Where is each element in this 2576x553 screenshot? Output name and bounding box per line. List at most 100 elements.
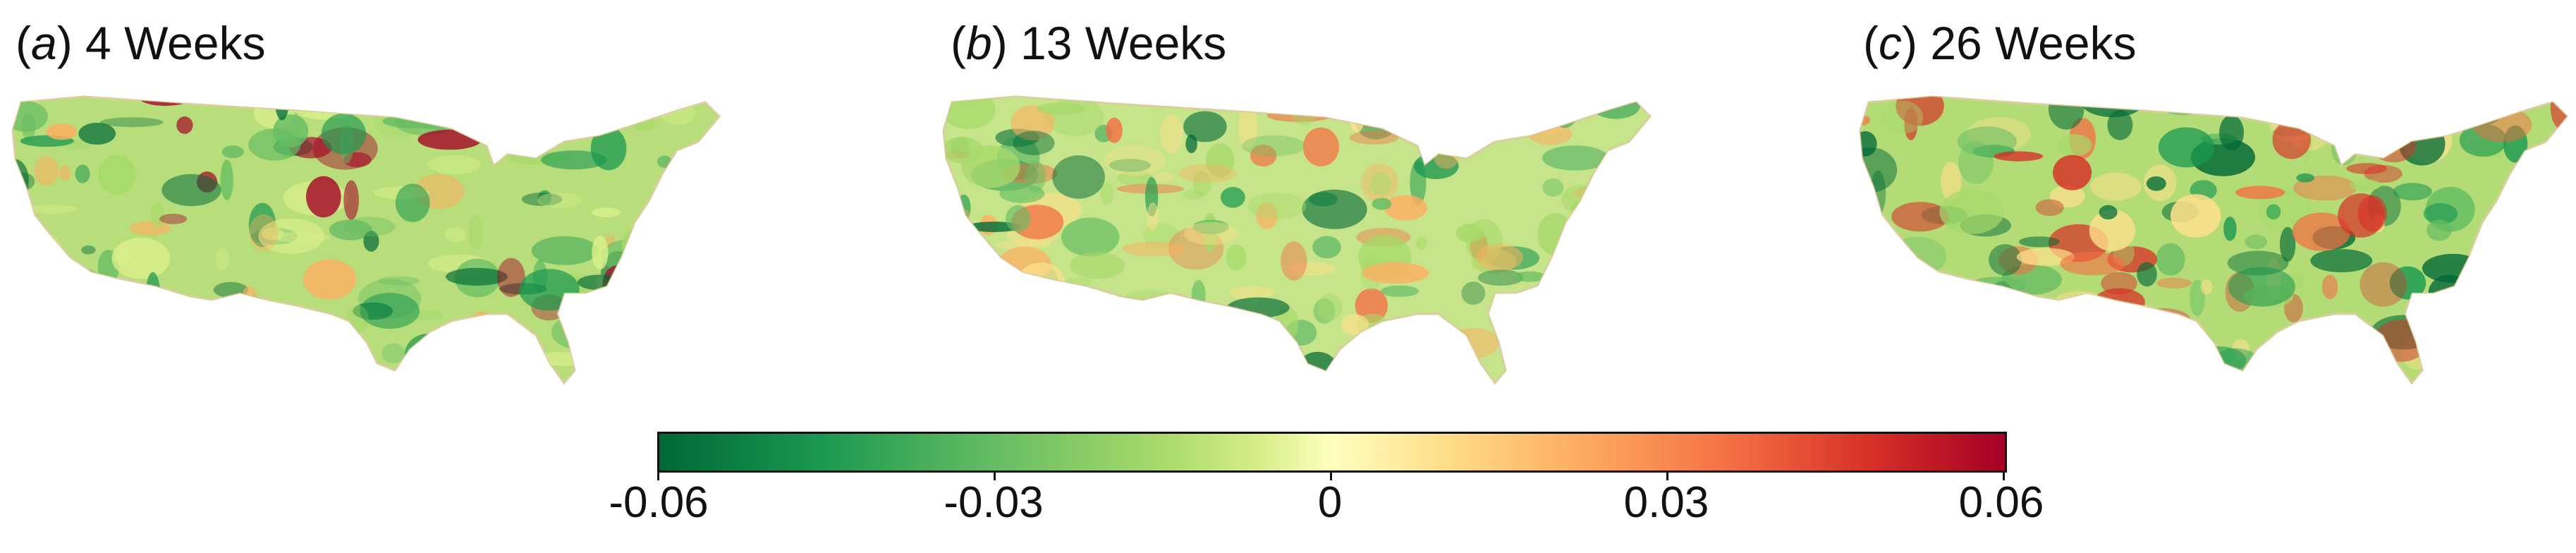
anomaly-patch xyxy=(1396,338,1439,382)
anomaly-patch xyxy=(391,97,435,109)
anomaly-patch xyxy=(2094,288,2145,317)
anomaly-patch xyxy=(13,101,48,132)
anomaly-patch xyxy=(2266,204,2281,220)
colorbar-tick-label-min: -0.06 xyxy=(609,478,709,527)
anomaly-patch xyxy=(98,154,136,195)
anomaly-patch xyxy=(944,303,1001,313)
anomaly-patch xyxy=(182,298,216,324)
anomaly-patch xyxy=(2035,199,2064,217)
anomaly-patch xyxy=(405,334,452,375)
anomaly-patch xyxy=(607,308,658,339)
anomaly-patch xyxy=(1536,305,1583,322)
anomaly-patch xyxy=(2515,233,2567,276)
anomaly-patch xyxy=(273,114,309,148)
anomaly-patch xyxy=(1349,130,1399,145)
anomaly-patch xyxy=(563,97,580,130)
anomaly-patch xyxy=(2291,108,2337,126)
anomaly-patch xyxy=(1238,106,1258,149)
anomaly-patch xyxy=(1372,198,1392,210)
anomaly-patch xyxy=(1958,140,1994,184)
anomaly-patch xyxy=(1860,147,1898,193)
anomaly-patch xyxy=(1242,135,1305,157)
anomaly-patch xyxy=(1191,280,1206,310)
anomaly-patch xyxy=(2296,173,2314,183)
anomaly-patch xyxy=(2158,127,2215,168)
anomaly-patch xyxy=(1250,145,1277,167)
anomaly-patch xyxy=(2499,293,2554,334)
anomaly-patch xyxy=(1860,131,1877,157)
anomaly-patch xyxy=(2279,226,2296,262)
anomaly-patch xyxy=(2154,97,2211,116)
anomaly-patch xyxy=(81,245,96,255)
anomaly-patch xyxy=(2503,260,2522,291)
anomaly-patch xyxy=(1410,160,1427,205)
anomaly-patch xyxy=(2146,176,2166,191)
anomaly-patch xyxy=(680,169,719,188)
anomaly-patch xyxy=(303,259,357,300)
colorbar-tick xyxy=(994,470,996,480)
anomaly-patch xyxy=(261,228,284,241)
anomaly-patch xyxy=(159,214,188,224)
panel-title-a: (a) 4 Weeks xyxy=(16,17,266,69)
anomaly-patch xyxy=(2156,277,2192,288)
anomaly-patch xyxy=(445,226,467,243)
anomaly-patch xyxy=(2049,185,2085,208)
anomaly-patch xyxy=(2473,341,2536,370)
anomaly-patch xyxy=(1460,97,1520,117)
anomaly-patch xyxy=(688,240,719,261)
anomaly-patch xyxy=(342,97,377,102)
anomaly-patch xyxy=(468,358,484,377)
anomaly-patch xyxy=(2247,104,2286,116)
anomaly-patch xyxy=(231,295,266,311)
anomaly-patch xyxy=(1919,322,1939,333)
anomaly-patch xyxy=(59,164,71,181)
anomaly-patch xyxy=(2534,269,2567,298)
anomaly-patch xyxy=(1994,151,2044,162)
anomaly-patch xyxy=(2321,274,2338,300)
anomaly-patch xyxy=(1312,236,1341,259)
anomaly-patch xyxy=(1264,350,1304,375)
anomaly-patch xyxy=(1349,106,1365,133)
anomaly-patch xyxy=(395,183,430,222)
anomaly-patch xyxy=(1192,171,1211,197)
anomaly-patch xyxy=(1181,344,1244,383)
anomaly-patch xyxy=(1941,162,1962,202)
anomaly-patch xyxy=(2095,344,2163,383)
anomaly-patch xyxy=(2432,341,2477,372)
anomaly-patch xyxy=(2219,114,2244,151)
anomaly-patch xyxy=(1313,298,1336,324)
anomaly-patch xyxy=(1543,288,1575,300)
anomaly-patch xyxy=(519,361,555,379)
anomaly-patch xyxy=(1297,351,1338,383)
anomaly-patch xyxy=(2389,266,2427,300)
anomaly-patch xyxy=(2501,243,2528,275)
anomaly-patch xyxy=(221,145,244,159)
anomaly-patch xyxy=(1184,221,1238,245)
anomaly-patch xyxy=(2349,179,2381,191)
anomaly-patch xyxy=(1611,243,1649,267)
anomaly-patch xyxy=(1590,360,1612,383)
anomaly-patch xyxy=(622,223,678,268)
anomaly-patch xyxy=(34,156,59,186)
anomaly-patch xyxy=(2048,97,2084,130)
anomaly-patch xyxy=(1144,176,1159,217)
anomaly-patch xyxy=(363,231,379,252)
anomaly-patch xyxy=(468,214,483,250)
anomaly-patch xyxy=(944,266,999,294)
anomaly-patch xyxy=(125,336,154,359)
anomaly-patch xyxy=(2228,267,2295,307)
anomaly-patch xyxy=(658,347,693,383)
anomaly-patch xyxy=(1106,117,1123,143)
colorbar xyxy=(657,432,2007,473)
anomaly-patch xyxy=(99,117,164,128)
anomaly-patch xyxy=(1957,126,2017,157)
anomaly-patch xyxy=(137,332,160,365)
colorbar-tick xyxy=(1666,470,1668,480)
anomaly-patch xyxy=(2346,163,2388,174)
anomaly-patch xyxy=(2123,341,2161,364)
panel-title-b: (b) 13 Weeks xyxy=(951,17,1227,69)
anomaly-patch xyxy=(1160,114,1183,154)
anomaly-patch xyxy=(1566,242,1606,278)
anomaly-patch xyxy=(1142,345,1206,370)
anomaly-patch xyxy=(1542,145,1609,171)
